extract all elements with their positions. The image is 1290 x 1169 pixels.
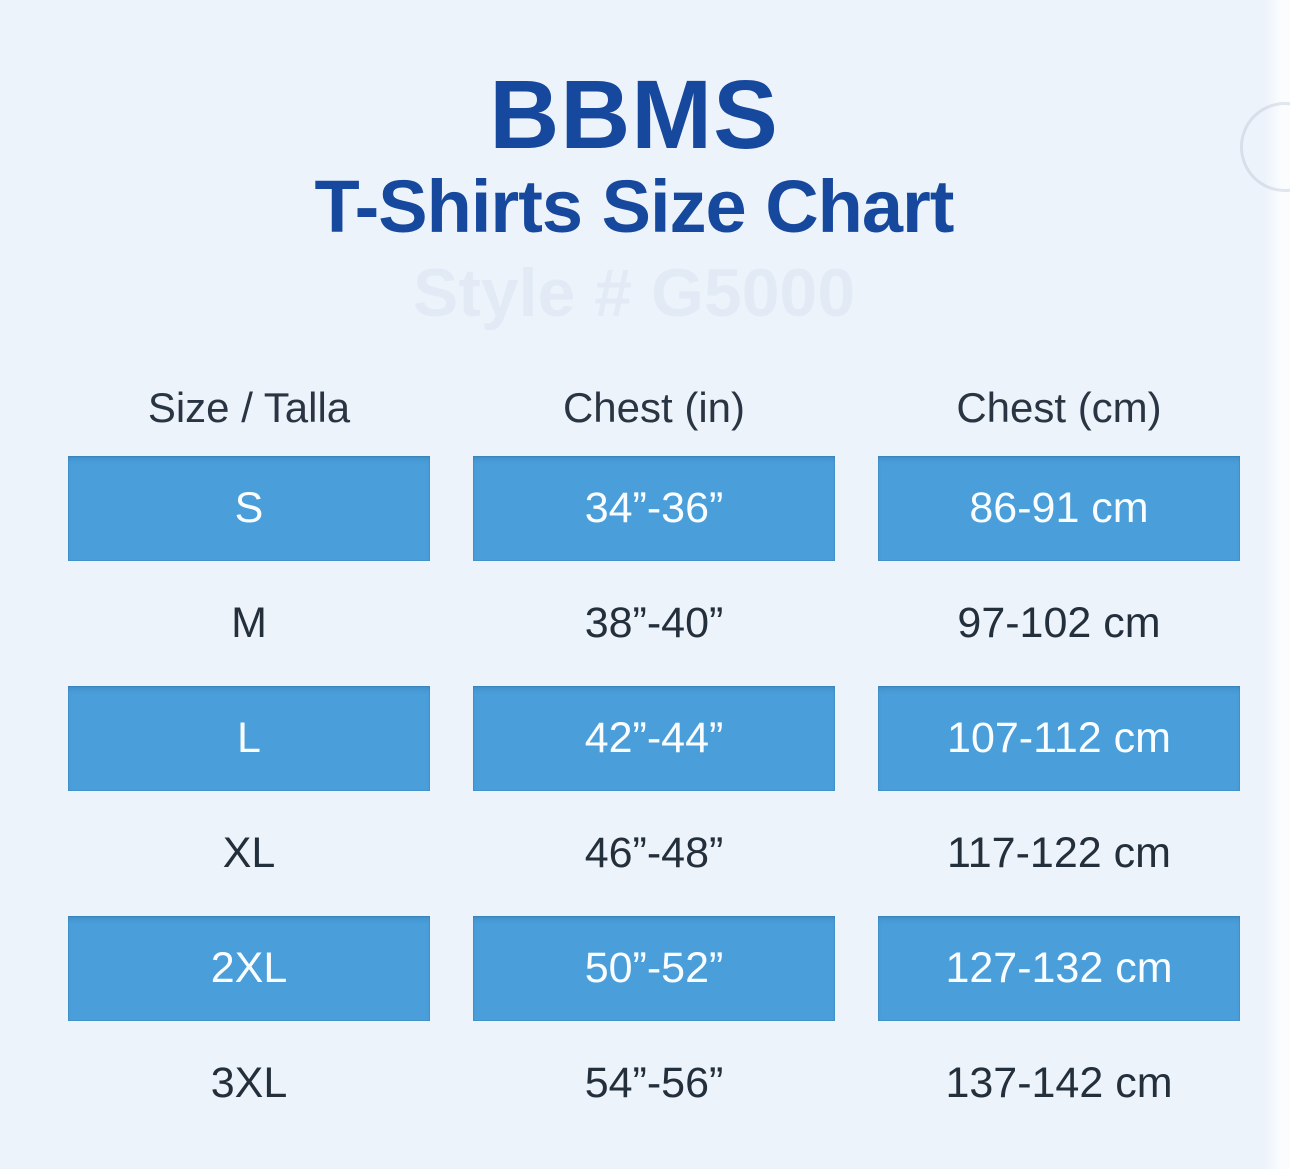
size-table: Size / Talla Chest (in) Chest (cm) S 34”… xyxy=(68,386,1240,1146)
table-row-l: L 42”-44” 107-112 cm xyxy=(68,686,1240,791)
table-row-s: S 34”-36” 86-91 cm xyxy=(68,456,1240,561)
style-watermark: Style # G5000 xyxy=(412,255,856,331)
size-cell: L xyxy=(68,686,430,791)
chest-in-cell: 54”-56” xyxy=(584,1059,724,1107)
size-cell: XL xyxy=(222,829,276,877)
column-header-size: Size / Talla xyxy=(147,384,351,431)
size-cell: 3XL xyxy=(210,1059,288,1107)
table-row-2xl: 2XL 50”-52” 127-132 cm xyxy=(68,916,1240,1021)
size-cell: M xyxy=(231,599,267,647)
chest-cm-cell: 117-122 cm xyxy=(947,829,1171,877)
size-cell: S xyxy=(68,456,430,561)
chest-in-cell: 46”-48” xyxy=(584,829,724,877)
chest-cm-cell: 86-91 cm xyxy=(878,456,1240,561)
table-row-3xl: 3XL 54”-56” 137-142 cm xyxy=(68,1021,1240,1146)
column-header-chest-cm: Chest (cm) xyxy=(956,384,1162,431)
chest-cm-cell: 137-142 cm xyxy=(945,1059,1173,1107)
page-title: T-Shirts Size Chart xyxy=(314,165,955,248)
chest-in-cell: 50”-52” xyxy=(473,916,835,1021)
size-cell: 2XL xyxy=(68,916,430,1021)
chest-cm-cell: 97-102 cm xyxy=(957,599,1161,647)
chest-cm-cell: 127-132 cm xyxy=(878,916,1240,1021)
table-row-xl: XL 46”-48” 117-122 cm xyxy=(68,791,1240,916)
table-header-row: Size / Talla Chest (in) Chest (cm) xyxy=(68,386,1240,456)
chest-in-cell: 42”-44” xyxy=(473,686,835,791)
chest-in-cell: 38”-40” xyxy=(584,599,724,647)
chest-cm-cell: 107-112 cm xyxy=(878,686,1240,791)
chest-in-cell: 34”-36” xyxy=(473,456,835,561)
column-header-chest-in: Chest (in) xyxy=(562,384,746,431)
right-edge-strip xyxy=(1264,0,1290,1169)
table-row-m: M 38”-40” 97-102 cm xyxy=(68,561,1240,686)
brand-title: BBMS xyxy=(489,60,779,169)
